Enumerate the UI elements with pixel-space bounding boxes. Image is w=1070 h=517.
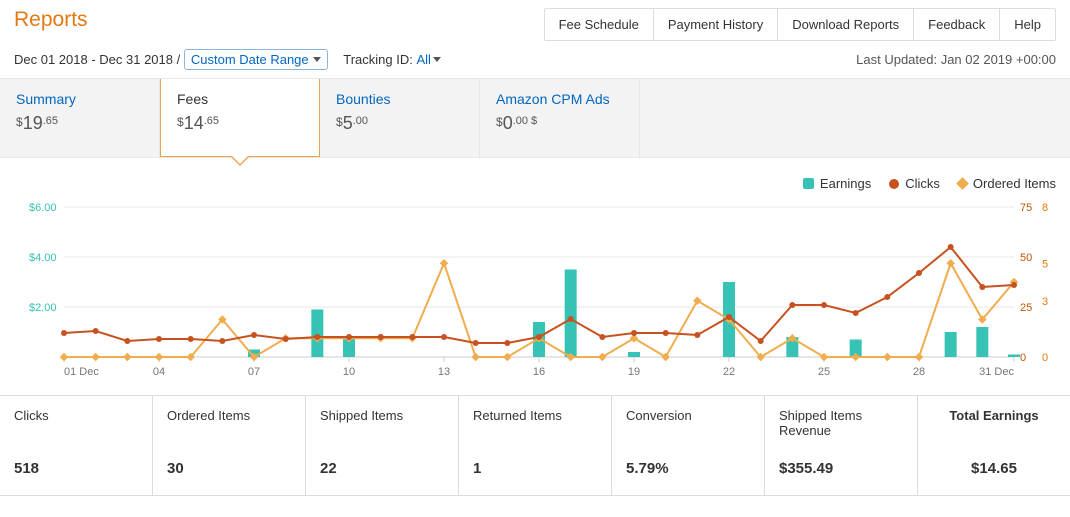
stat-label: Shipped Items (320, 408, 444, 438)
legend-ordered-label: Ordered Items (973, 176, 1056, 191)
top-nav: Fee SchedulePayment HistoryDownload Repo… (544, 8, 1056, 41)
stat-value: 22 (320, 460, 444, 477)
page-title: Reports (14, 8, 88, 32)
svg-text:22: 22 (723, 366, 735, 378)
stat-conversion: Conversion 5.79% (612, 396, 765, 495)
stat-ordered-items: Ordered Items 30 (153, 396, 306, 495)
nav-tab-download-reports[interactable]: Download Reports (778, 9, 914, 40)
date-range-row: Dec 01 2018 - Dec 31 2018 / Custom Date … (14, 49, 441, 70)
svg-text:10: 10 (343, 366, 355, 378)
nav-tab-feedback[interactable]: Feedback (914, 9, 1000, 40)
date-range-text: Dec 01 2018 - Dec 31 2018 / (14, 52, 180, 67)
stat-value: 30 (167, 460, 291, 477)
tracking-id-value: All (416, 52, 430, 67)
nav-tab-payment-history[interactable]: Payment History (654, 9, 778, 40)
svg-text:75: 75 (1020, 202, 1032, 214)
stat-label: Ordered Items (167, 408, 291, 438)
card-value: $14.65 (177, 113, 303, 134)
svg-text:5: 5 (1042, 258, 1048, 270)
svg-text:$6.00: $6.00 (29, 202, 57, 214)
stat-shipped-items-revenue: Shipped Items Revenue $355.49 (765, 396, 918, 495)
stat-value: 5.79% (626, 460, 750, 477)
last-updated: Last Updated: Jan 02 2019 +00:00 (856, 52, 1056, 67)
stat-label: Conversion (626, 408, 750, 438)
nav-tab-help[interactable]: Help (1000, 9, 1055, 40)
svg-text:28: 28 (913, 366, 925, 378)
svg-text:31 Dec: 31 Dec (979, 366, 1014, 378)
nav-tab-fee-schedule[interactable]: Fee Schedule (545, 9, 654, 40)
tracking-id-dropdown[interactable]: All (416, 52, 440, 67)
chevron-down-icon (313, 57, 321, 62)
svg-text:50: 50 (1020, 252, 1032, 264)
card-label: Fees (177, 91, 303, 107)
svg-text:3: 3 (1042, 296, 1048, 308)
svg-text:01 Dec: 01 Dec (64, 366, 99, 378)
svg-text:19: 19 (628, 366, 640, 378)
stat-value: 1 (473, 460, 597, 477)
svg-text:04: 04 (153, 366, 165, 378)
card-amazon-cpm-ads[interactable]: Amazon CPM Ads $0.00 $ (480, 79, 640, 157)
stat-label: Shipped Items Revenue (779, 408, 903, 438)
ordered-swatch (956, 177, 969, 190)
svg-text:0: 0 (1042, 352, 1048, 364)
clicks-swatch (889, 179, 899, 189)
stat-shipped-items: Shipped Items 22 (306, 396, 459, 495)
stat-value: 518 (14, 460, 138, 477)
chart-legend: Earnings Clicks Ordered Items (14, 176, 1056, 191)
card-value: $19.65 (16, 113, 143, 134)
stat-value: $14.65 (932, 460, 1056, 477)
svg-text:$4.00: $4.00 (29, 252, 57, 264)
stats-row: Clicks 518 Ordered Items 30 Shipped Items 22 R… (0, 395, 1070, 496)
legend-earnings: Earnings (803, 176, 871, 191)
legend-earnings-label: Earnings (820, 176, 871, 191)
stat-label: Total Earnings (932, 408, 1056, 438)
card-bounties[interactable]: Bounties $5.00 (320, 79, 480, 157)
custom-range-label: Custom Date Range (191, 52, 309, 67)
svg-text:25: 25 (1020, 302, 1032, 314)
card-label: Bounties (336, 91, 463, 107)
card-fees[interactable]: Fees $14.65 (160, 79, 320, 157)
svg-text:8: 8 (1042, 202, 1048, 214)
tracking-id-label: Tracking ID: (343, 52, 413, 67)
svg-text:0: 0 (1020, 352, 1026, 364)
svg-text:$2.00: $2.00 (29, 302, 57, 314)
legend-clicks-label: Clicks (905, 176, 940, 191)
custom-date-range-dropdown[interactable]: Custom Date Range (184, 49, 328, 70)
card-value: $5.00 (336, 113, 463, 134)
chevron-down-icon (433, 57, 441, 62)
summary-cards: Summary $19.65 Fees $14.65 Bounties $5.00 Amaz… (0, 78, 1070, 158)
svg-text:25: 25 (818, 366, 830, 378)
card-label: Amazon CPM Ads (496, 91, 623, 107)
legend-ordered: Ordered Items (958, 176, 1056, 191)
stat-value: $355.49 (779, 460, 903, 477)
card-value: $0.00 $ (496, 113, 623, 134)
earnings-swatch (803, 178, 814, 189)
stat-label: Clicks (14, 408, 138, 438)
stat-clicks: Clicks 518 (0, 396, 153, 495)
card-label: Summary (16, 91, 143, 107)
svg-text:13: 13 (438, 366, 450, 378)
stat-label: Returned Items (473, 408, 597, 438)
stat-returned-items: Returned Items 1 (459, 396, 612, 495)
svg-text:16: 16 (533, 366, 545, 378)
svg-text:07: 07 (248, 366, 260, 378)
stat-total-earnings: Total Earnings $14.65 (918, 396, 1070, 495)
card-summary[interactable]: Summary $19.65 (0, 79, 160, 157)
legend-clicks: Clicks (889, 176, 940, 191)
earnings-chart: $2.00 $4.00 $6.00 0 25 50 75 0 3 5 8 01 Dec 04 07 10 13… (14, 197, 1056, 387)
